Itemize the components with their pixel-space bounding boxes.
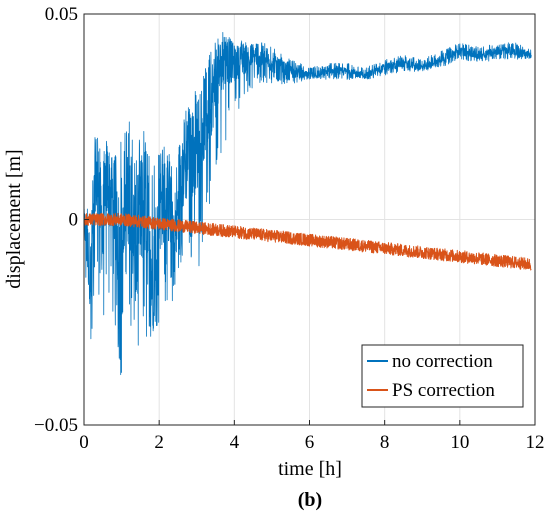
series-line-ps-correction <box>83 212 532 271</box>
series-line-no-correction <box>83 32 532 376</box>
x-tick-label: 10 <box>450 432 469 453</box>
y-axis-label: displacement [m] <box>3 149 25 288</box>
x-tick-label: 2 <box>154 432 164 453</box>
series-layer <box>83 32 532 376</box>
legend-box <box>361 344 524 408</box>
x-tick-label: 4 <box>230 432 240 453</box>
x-tick-label: 8 <box>380 432 390 453</box>
legend-label-no-correction: no correction <box>392 351 493 372</box>
legend: no correction PS correction <box>361 344 524 408</box>
x-tick-label: 12 <box>526 432 545 453</box>
x-tick-label: 6 <box>305 432 315 453</box>
figure-caption: (b) <box>298 489 322 511</box>
y-tick-label: 0.05 <box>45 4 78 25</box>
x-axis-label: time [h] <box>278 458 342 480</box>
y-tick-label: −0.05 <box>34 415 78 436</box>
legend-label-ps-correction: PS correction <box>392 380 495 401</box>
x-tick-label: 0 <box>79 432 89 453</box>
y-tick-label: 0 <box>69 210 79 231</box>
